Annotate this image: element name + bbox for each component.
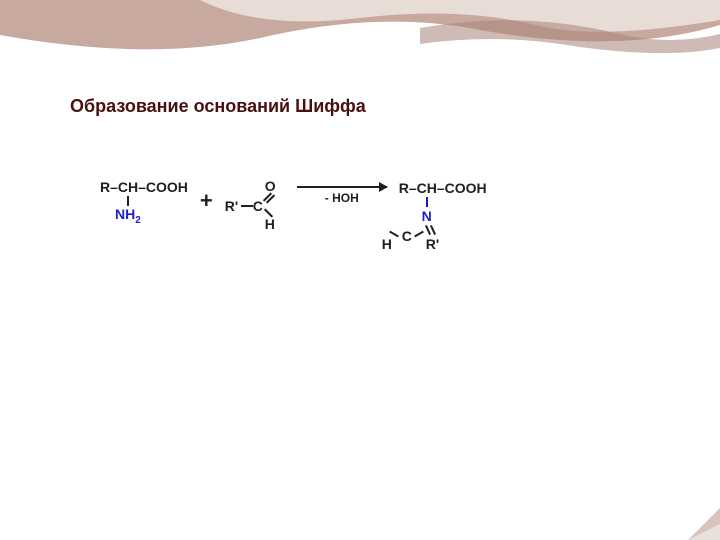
plus-sign: +	[200, 188, 213, 214]
product-h: H	[382, 236, 392, 252]
amine-group: NH2	[115, 207, 141, 226]
reaction-scheme: R–CH–COOH NH2 + R' C O H - HOH R–CH–COOH…	[100, 180, 487, 252]
reactant-amino-acid: R–CH–COOH NH2	[100, 180, 188, 226]
nc-double-bond	[427, 225, 434, 235]
reaction-arrow: - HOH	[297, 186, 387, 205]
carbon-label: C	[253, 198, 263, 214]
r-prime-label: R'	[225, 198, 238, 214]
corner-fold-highlight	[688, 524, 720, 540]
oxygen-label: O	[265, 178, 276, 194]
cr-bond	[414, 231, 424, 238]
product-schiff-base: R–CH–COOH N H C R'	[399, 180, 487, 252]
product-r-prime: R'	[426, 236, 439, 252]
hydrogen-label: H	[265, 216, 275, 232]
ch-n-bond	[426, 197, 428, 207]
reactant-aldehyde: R' C O H	[225, 180, 285, 232]
slide-title: Образование оснований Шиффа	[70, 96, 366, 117]
product-backbone: R–CH–COOH	[399, 180, 487, 196]
amino-acid-backbone: R–CH–COOH	[100, 180, 188, 195]
ch-nh-bond	[127, 196, 129, 206]
decorative-band	[0, 0, 720, 70]
product-c: C	[402, 228, 412, 244]
arrow-label: - HOH	[325, 191, 359, 205]
rc-bond	[241, 205, 253, 207]
arrow-line	[297, 186, 387, 188]
product-bottom-row: H C R'	[390, 236, 470, 252]
nitrogen-label: N	[422, 208, 432, 224]
